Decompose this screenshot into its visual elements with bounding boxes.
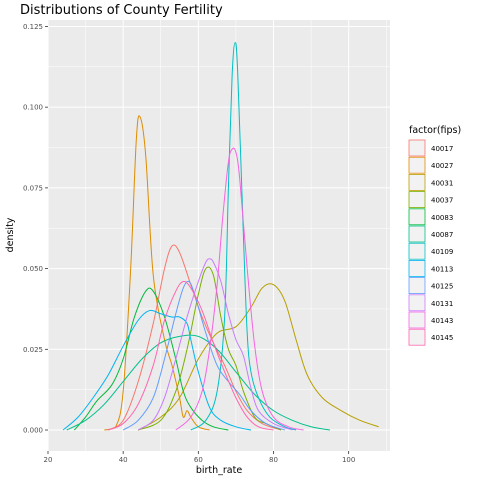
x-tick-label: 20 bbox=[44, 456, 53, 464]
legend-label-40037: 40037 bbox=[431, 197, 453, 205]
legend-key-40109 bbox=[408, 242, 426, 260]
legend-key-40083 bbox=[408, 208, 426, 226]
legend-key-40145 bbox=[408, 328, 426, 346]
density-curve-40113 bbox=[62, 309, 252, 431]
legend-label-40031: 40031 bbox=[431, 179, 453, 187]
y-axis-title: density bbox=[5, 217, 16, 252]
legend-title: factor(fips) bbox=[409, 125, 461, 136]
density-curve-40031 bbox=[137, 283, 379, 431]
x-tick-label: 100 bbox=[342, 456, 355, 464]
y-tick-label: 0.100 bbox=[23, 104, 43, 112]
legend-label-40131: 40131 bbox=[431, 300, 453, 308]
legend-label-40145: 40145 bbox=[431, 334, 453, 342]
minor-gridlines bbox=[48, 20, 390, 451]
legend-label-40083: 40083 bbox=[431, 214, 453, 222]
legend-label-40087: 40087 bbox=[431, 231, 453, 239]
legend-key-40087 bbox=[408, 225, 426, 243]
legend-label-40027: 40027 bbox=[431, 162, 453, 170]
legend-key-40113 bbox=[408, 259, 426, 277]
y-tick-label: 0.000 bbox=[23, 427, 43, 435]
chart-title: Distributions of County Fertility bbox=[20, 3, 223, 18]
density-curve-40037 bbox=[138, 266, 282, 431]
plot-panel bbox=[48, 20, 390, 451]
legend-key-40031 bbox=[408, 173, 426, 191]
legend-items: 40017 40027 40031 40037 40083 40087 40109 40113… bbox=[408, 139, 453, 346]
density-curve-40109 bbox=[190, 42, 297, 431]
legend: factor(fips) 400174002740031400374008340… bbox=[408, 125, 461, 346]
x-axis-title: birth_rate bbox=[196, 465, 243, 476]
legend-key-40017 bbox=[408, 139, 426, 157]
density-curve-40143 bbox=[175, 147, 304, 431]
legend-key-40037 bbox=[408, 191, 426, 209]
x-axis: 20 40 60 80 100 bbox=[44, 451, 355, 464]
density-curve-40131 bbox=[137, 258, 293, 431]
x-tick-label: 60 bbox=[194, 456, 203, 464]
legend-label-40143: 40143 bbox=[431, 317, 453, 325]
x-tick-label: 80 bbox=[269, 456, 278, 464]
density-curve-40027 bbox=[104, 115, 210, 431]
legend-key-40027 bbox=[408, 156, 426, 174]
legend-key-40125 bbox=[408, 277, 426, 295]
density-curves bbox=[62, 42, 379, 431]
y-tick-label: 0.050 bbox=[23, 265, 43, 273]
density-curve-40083 bbox=[73, 287, 229, 431]
legend-label-40113: 40113 bbox=[431, 265, 453, 273]
density-curve-40087 bbox=[66, 334, 330, 431]
x-tick-label: 40 bbox=[119, 456, 128, 464]
legend-key-40131 bbox=[408, 294, 426, 312]
legend-label-40125: 40125 bbox=[431, 283, 453, 291]
y-axis: 0.000 0.025 0.050 0.075 0.100 0.125 bbox=[23, 23, 48, 435]
y-tick-label: 0.125 bbox=[23, 23, 43, 31]
legend-label-40109: 40109 bbox=[431, 248, 453, 256]
y-tick-label: 0.075 bbox=[23, 184, 43, 192]
legend-label-40017: 40017 bbox=[431, 145, 453, 153]
density-curve-40145 bbox=[107, 280, 274, 431]
y-tick-label: 0.025 bbox=[23, 346, 43, 354]
legend-key-40143 bbox=[408, 311, 426, 329]
